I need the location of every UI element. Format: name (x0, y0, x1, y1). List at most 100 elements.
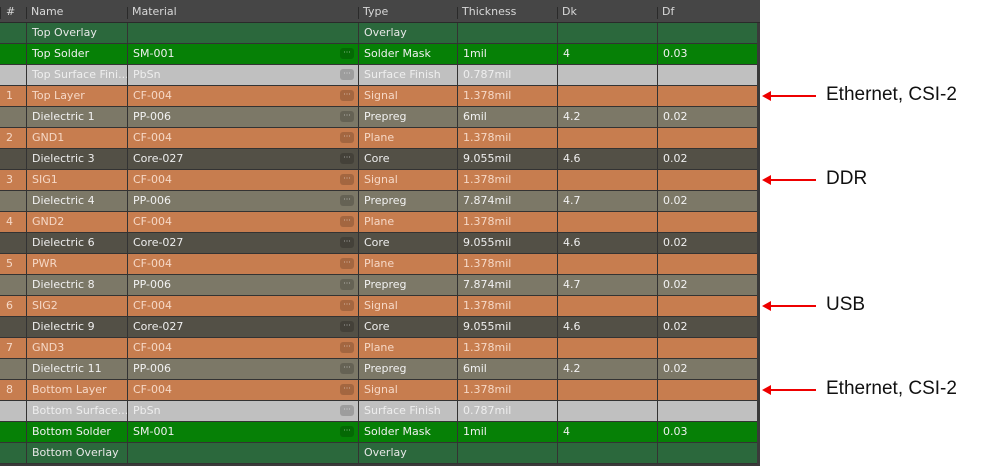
cell-num[interactable] (0, 359, 26, 379)
cell-thickness[interactable]: 9.055mil (457, 149, 557, 169)
cell-name[interactable]: SIG1 (26, 170, 127, 190)
cell-type[interactable]: Plane (358, 338, 457, 358)
cell-dk[interactable] (557, 86, 657, 106)
cell-dk[interactable]: 4.7 (557, 191, 657, 211)
cell-type[interactable]: Core (358, 233, 457, 253)
cell-df[interactable] (657, 254, 757, 274)
cell-df[interactable] (657, 401, 757, 421)
table-row[interactable]: 5 PWR CF-004 ··· Plane 1.378mil (0, 254, 757, 275)
cell-df[interactable] (657, 170, 757, 190)
cell-type[interactable]: Surface Finish (358, 65, 457, 85)
cell-df[interactable]: 0.02 (657, 191, 757, 211)
cell-dk[interactable] (557, 443, 657, 463)
cell-material[interactable]: CF-004 ··· (127, 212, 358, 232)
cell-name[interactable]: Dielectric 4 (26, 191, 127, 211)
cell-num[interactable] (0, 44, 26, 64)
cell-df[interactable]: 0.02 (657, 275, 757, 295)
cell-dk[interactable] (557, 212, 657, 232)
material-browse-button[interactable]: ··· (340, 195, 354, 206)
cell-thickness[interactable]: 1.378mil (457, 128, 557, 148)
cell-num[interactable] (0, 107, 26, 127)
cell-type[interactable]: Prepreg (358, 275, 457, 295)
cell-thickness[interactable]: 1.378mil (457, 338, 557, 358)
cell-material[interactable]: Core-027 ··· (127, 149, 358, 169)
cell-num[interactable] (0, 233, 26, 253)
cell-name[interactable]: SIG2 (26, 296, 127, 316)
material-browse-button[interactable]: ··· (340, 90, 354, 101)
table-row[interactable]: 1 Top Layer CF-004 ··· Signal 1.378mil (0, 86, 757, 107)
header-material[interactable]: Material (127, 0, 358, 22)
cell-type[interactable]: Core (358, 149, 457, 169)
cell-df[interactable] (657, 338, 757, 358)
cell-df[interactable]: 0.03 (657, 422, 757, 442)
cell-type[interactable]: Signal (358, 86, 457, 106)
table-row[interactable]: Dielectric 6 Core-027 ··· Core 9.055mil 4.6 0.… (0, 233, 757, 254)
table-row[interactable]: Top Solder SM-001 ··· Solder Mask 1mil 4 0.03 (0, 44, 757, 65)
cell-type[interactable]: Surface Finish (358, 401, 457, 421)
cell-thickness[interactable]: 1mil (457, 44, 557, 64)
material-browse-button[interactable]: ··· (340, 174, 354, 185)
cell-thickness[interactable]: 1.378mil (457, 380, 557, 400)
material-browse-button[interactable]: ··· (340, 405, 354, 416)
header-num[interactable]: # (0, 0, 26, 22)
cell-num[interactable]: 7 (0, 338, 26, 358)
cell-name[interactable]: GND2 (26, 212, 127, 232)
cell-df[interactable]: 0.02 (657, 317, 757, 337)
cell-name[interactable]: Dielectric 1 (26, 107, 127, 127)
cell-name[interactable]: Top Solder (26, 44, 127, 64)
cell-num[interactable] (0, 191, 26, 211)
cell-dk[interactable] (557, 170, 657, 190)
cell-name[interactable]: Dielectric 11 (26, 359, 127, 379)
cell-type[interactable]: Plane (358, 254, 457, 274)
cell-num[interactable] (0, 65, 26, 85)
cell-thickness[interactable]: 1.378mil (457, 296, 557, 316)
cell-df[interactable] (657, 65, 757, 85)
cell-type[interactable]: Prepreg (358, 107, 457, 127)
cell-name[interactable]: Bottom Overlay (26, 443, 127, 463)
cell-dk[interactable] (557, 254, 657, 274)
cell-num[interactable]: 1 (0, 86, 26, 106)
cell-df[interactable] (657, 128, 757, 148)
material-browse-button[interactable]: ··· (340, 258, 354, 269)
material-browse-button[interactable]: ··· (340, 363, 354, 374)
cell-dk[interactable]: 4 (557, 422, 657, 442)
cell-dk[interactable] (557, 380, 657, 400)
cell-type[interactable]: Solder Mask (358, 44, 457, 64)
cell-df[interactable]: 0.02 (657, 149, 757, 169)
cell-num[interactable]: 6 (0, 296, 26, 316)
cell-num[interactable]: 3 (0, 170, 26, 190)
cell-df[interactable]: 0.02 (657, 107, 757, 127)
cell-material[interactable]: PP-006 ··· (127, 359, 358, 379)
material-browse-button[interactable]: ··· (340, 426, 354, 437)
cell-material[interactable]: CF-004 ··· (127, 86, 358, 106)
material-browse-button[interactable]: ··· (340, 300, 354, 311)
cell-type[interactable]: Signal (358, 296, 457, 316)
cell-df[interactable] (657, 443, 757, 463)
cell-name[interactable]: Bottom Solder (26, 422, 127, 442)
cell-num[interactable] (0, 443, 26, 463)
cell-df[interactable]: 0.03 (657, 44, 757, 64)
cell-material[interactable] (127, 23, 358, 43)
header-df[interactable]: Df (657, 0, 757, 22)
material-browse-button[interactable]: ··· (340, 132, 354, 143)
cell-name[interactable]: Dielectric 9 (26, 317, 127, 337)
cell-num[interactable] (0, 401, 26, 421)
cell-name[interactable]: Dielectric 6 (26, 233, 127, 253)
cell-dk[interactable] (557, 296, 657, 316)
cell-name[interactable]: Bottom Layer (26, 380, 127, 400)
cell-type[interactable]: Overlay (358, 23, 457, 43)
cell-material[interactable]: CF-004 ··· (127, 254, 358, 274)
table-row[interactable]: Dielectric 8 PP-006 ··· Prepreg 7.874mil 4.7 0… (0, 275, 757, 296)
cell-name[interactable]: Top Overlay (26, 23, 127, 43)
cell-type[interactable]: Solder Mask (358, 422, 457, 442)
cell-material[interactable]: PP-006 ··· (127, 275, 358, 295)
cell-num[interactable] (0, 422, 26, 442)
material-browse-button[interactable]: ··· (340, 216, 354, 227)
cell-material[interactable]: CF-004 ··· (127, 170, 358, 190)
cell-name[interactable]: Bottom Surface... (26, 401, 127, 421)
table-row[interactable]: 3 SIG1 CF-004 ··· Signal 1.378mil (0, 170, 757, 191)
cell-df[interactable] (657, 23, 757, 43)
table-row[interactable]: Top Overlay Overlay (0, 23, 757, 44)
table-row[interactable]: Dielectric 9 Core-027 ··· Core 9.055mil 4.6 0.… (0, 317, 757, 338)
cell-type[interactable]: Overlay (358, 443, 457, 463)
